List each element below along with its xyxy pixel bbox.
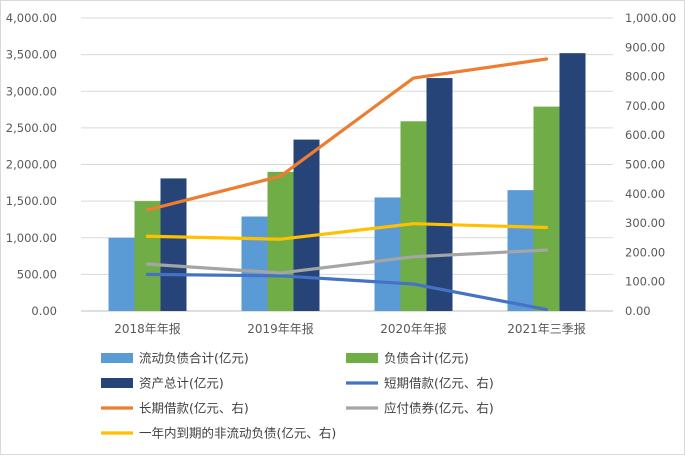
bar-total-liabilities [533, 106, 560, 311]
y-right-tick-label: 200.00 [625, 245, 665, 259]
bar-total-assets [293, 139, 320, 311]
legend-label: 长期借款(亿元、右) [139, 401, 249, 416]
x-category-label: 2020年年报 [380, 321, 447, 336]
line-long-term-borrowings [145, 57, 549, 212]
y-right-tick-label: 900.00 [625, 40, 665, 54]
bar-total-assets [426, 78, 453, 311]
bar-current-liabilities [241, 216, 268, 311]
legend: 流动负债合计(亿元) 负债合计(亿元) 资产总计(亿元) 短期借款(亿元、右) 长期借款… [101, 351, 494, 441]
y-right-tick-label: 700.00 [625, 99, 665, 113]
legend-label: 负债合计(亿元) [384, 351, 469, 366]
bar-total-liabilities [267, 171, 294, 311]
y-right-tick-label: 600.00 [625, 128, 665, 142]
y-left-tick-label: 2,500.00 [6, 121, 57, 135]
bar-total-liabilities [400, 121, 427, 311]
legend-swatch [101, 378, 133, 388]
x-category-label: 2019年年报 [247, 321, 314, 336]
legend-swatch [346, 353, 378, 363]
legend-label: 一年内到期的非流动负债(亿元、右) [139, 426, 336, 441]
bar-total-assets [160, 178, 187, 311]
bar-series [108, 53, 586, 311]
y-left-tick-label: 1,500.00 [6, 194, 57, 208]
y-right-tick-label: 400.00 [625, 187, 665, 201]
y-right-tick-label: 0.00 [625, 304, 651, 318]
y-left-tick-label: 3,500.00 [6, 48, 57, 62]
bar-total-liabilities [134, 201, 161, 311]
line-noncurrent-due-within-year [145, 222, 549, 241]
y-right-tick-label: 300.00 [625, 216, 665, 230]
y-right-tick-label: 100.00 [625, 275, 665, 289]
bar-current-liabilities [108, 237, 135, 311]
axes: 0.00 500.00 1,000.00 1,500.00 2,000.00 2,500.… [6, 11, 676, 336]
y-right-tick-label: 500.00 [625, 158, 665, 172]
y-left-tick-label: 0.00 [31, 304, 57, 318]
legend-label: 应付债券(亿元、右) [384, 401, 494, 416]
y-left-tick-label: 500.00 [17, 267, 57, 281]
y-right-tick-label: 800.00 [625, 70, 665, 84]
line-short-term-borrowings [145, 272, 549, 312]
legend-label: 短期借款(亿元、右) [384, 376, 494, 391]
legend-label: 资产总计(亿元) [139, 376, 224, 391]
y-left-tick-label: 1,000.00 [6, 231, 57, 245]
y-left-tick-label: 4,000.00 [6, 11, 57, 25]
x-category-label: 2021年三季报 [507, 321, 586, 336]
x-category-label: 2018年年报 [114, 321, 181, 336]
y-left-tick-label: 2,000.00 [6, 158, 57, 172]
y-right-tick-label: 1,000.00 [625, 11, 676, 25]
bar-total-assets [559, 53, 586, 311]
legend-label: 流动负债合计(亿元) [139, 351, 249, 366]
line-bonds-payable [145, 248, 549, 275]
line-series [145, 57, 549, 312]
bar-current-liabilities [374, 197, 401, 311]
y-left-tick-label: 3,000.00 [6, 84, 57, 98]
legend-swatch [101, 353, 133, 363]
